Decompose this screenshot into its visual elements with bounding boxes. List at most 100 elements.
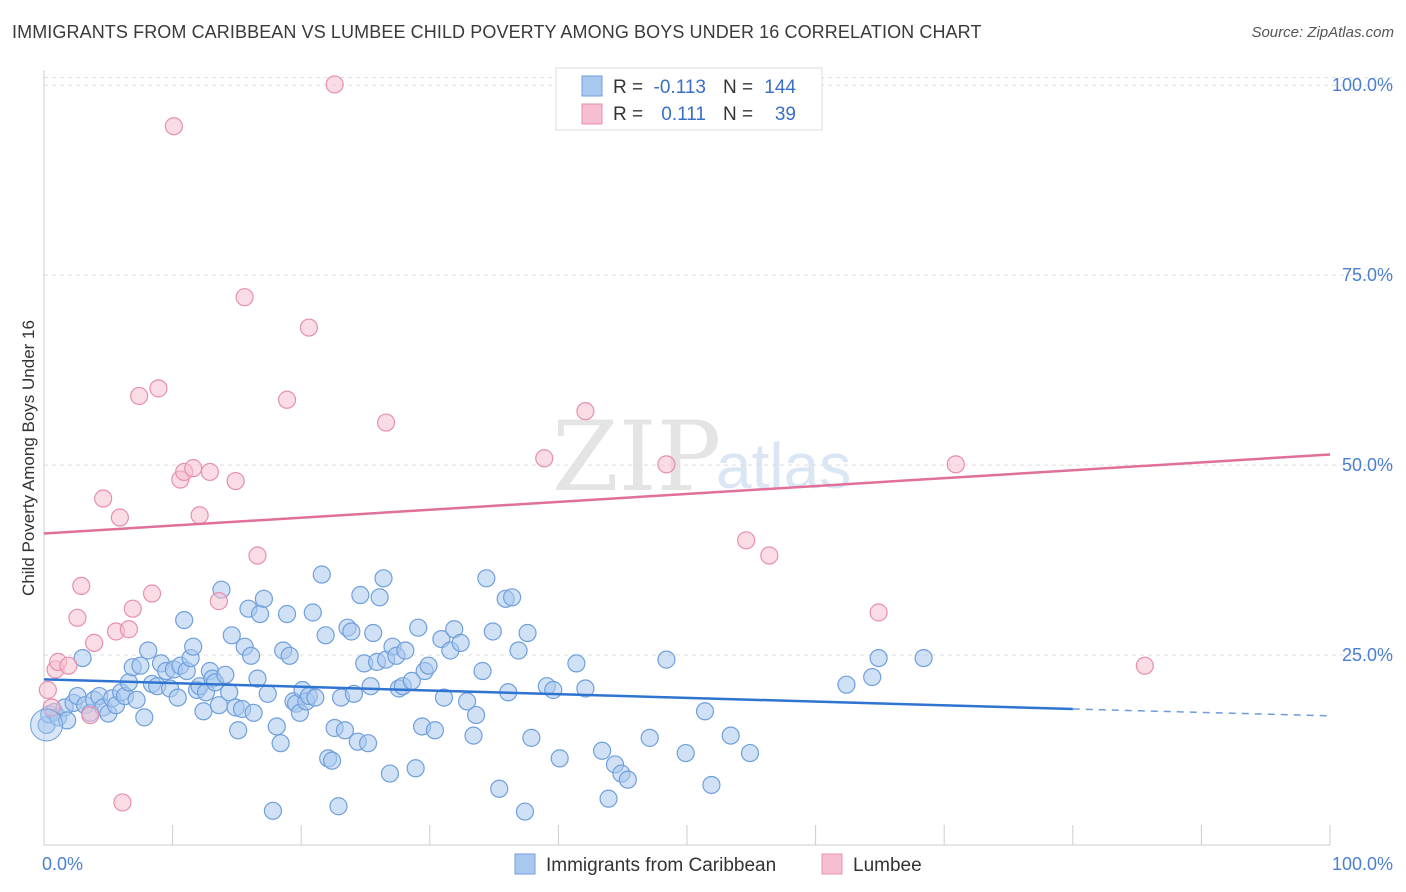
legend-r-label-caribbean: R =: [613, 77, 643, 98]
x-tick-label-max: 100.0%: [1332, 854, 1393, 874]
point-caribbean-72: [303, 603, 322, 622]
point-caribbean-58: [254, 589, 274, 608]
point-lumbee-30: [325, 75, 344, 94]
point-caribbean-107: [425, 721, 445, 740]
point-caribbean-122: [503, 588, 522, 607]
point-lumbee-24: [209, 592, 228, 611]
top-legend: R = -0.113 N = 144 R = 0.111 N = 39: [555, 67, 823, 131]
point-caribbean-140: [702, 775, 721, 795]
point-caribbean-22: [131, 656, 150, 675]
point-caribbean-46: [216, 665, 235, 684]
point-lumbee-6: [72, 576, 91, 596]
point-lumbee-16: [142, 584, 162, 603]
legend-n-value-lumbee: 39: [775, 104, 796, 125]
point-caribbean-125: [518, 623, 537, 643]
point-lumbee-32: [535, 449, 554, 468]
point-caribbean-135: [618, 770, 637, 789]
bottom-legend: Immigrants from Caribbean Lumbee: [514, 853, 922, 876]
point-caribbean-123: [509, 641, 528, 660]
point-caribbean-31: [168, 688, 187, 707]
y-tick-label-75: 75.0%: [1342, 265, 1393, 285]
point-caribbean-118: [483, 622, 502, 641]
point-lumbee-28: [277, 390, 297, 409]
point-caribbean-117: [477, 569, 496, 588]
point-caribbean-39: [194, 702, 213, 721]
point-lumbee-8: [85, 633, 104, 652]
point-caribbean-106: [419, 656, 438, 675]
point-caribbean-59: [258, 684, 277, 703]
point-caribbean-65: [280, 646, 299, 665]
point-caribbean-36: [184, 637, 203, 656]
trend-line-caribbean: [43, 678, 1073, 711]
point-caribbean-86: [351, 585, 370, 605]
point-lumbee-15: [130, 386, 149, 406]
point-lumbee-7: [81, 705, 100, 725]
point-caribbean-23: [135, 708, 154, 727]
trend-layer: [43, 453, 1331, 717]
legend-swatch-lumbee: [581, 103, 603, 125]
y-tick-label-100: 100.0%: [1332, 75, 1393, 95]
point-caribbean-113: [457, 692, 477, 711]
point-caribbean-64: [277, 604, 297, 624]
chart-title: IMMIGRANTS FROM CARIBBEAN VS LUMBEE CHIL…: [12, 22, 982, 42]
point-caribbean-cluster: [30, 708, 64, 742]
point-caribbean-142: [740, 743, 760, 763]
point-caribbean-62: [271, 734, 290, 753]
point-lumbee-35: [737, 531, 756, 550]
point-caribbean-129: [550, 749, 569, 768]
legend-r-value-caribbean: -0.113: [654, 77, 706, 98]
point-caribbean-56: [248, 669, 267, 688]
point-caribbean-8: [73, 648, 92, 668]
point-caribbean-83: [342, 622, 361, 641]
point-caribbean-33: [175, 610, 194, 630]
point-caribbean-95: [380, 764, 400, 783]
point-lumbee-23: [200, 462, 219, 482]
point-lumbee-4: [59, 656, 78, 675]
point-lumbee-17: [149, 379, 168, 398]
point-lumbee-36: [760, 546, 779, 565]
point-caribbean-132: [593, 741, 612, 760]
point-caribbean-61: [267, 717, 286, 736]
point-caribbean-48: [222, 626, 241, 645]
point-lumbee-5: [68, 608, 87, 627]
point-caribbean-50: [229, 721, 248, 740]
point-caribbean-103: [409, 618, 428, 637]
point-caribbean-47: [220, 683, 239, 702]
point-lumbee-27: [248, 546, 267, 565]
point-lumbee-0: [38, 680, 57, 700]
point-caribbean-145: [869, 648, 888, 668]
point-caribbean-137: [657, 650, 676, 669]
point-caribbean-77: [322, 751, 342, 770]
point-lumbee-22: [190, 506, 209, 525]
point-caribbean-79: [329, 797, 348, 816]
point-caribbean-114: [464, 726, 483, 745]
y-tick-label-50: 50.0%: [1342, 455, 1393, 475]
point-caribbean-73: [306, 688, 325, 707]
point-caribbean-102: [406, 759, 425, 778]
point-caribbean-92: [370, 588, 389, 607]
point-caribbean-115: [466, 705, 486, 725]
trend-line-lumbee: [43, 453, 1331, 535]
point-lumbee-11: [110, 508, 129, 527]
grid-layer: [44, 77, 1392, 656]
point-caribbean-60: [263, 801, 283, 820]
point-lumbee-38: [946, 455, 965, 474]
bottom-legend-label-caribbean: Immigrants from Caribbean: [546, 855, 776, 876]
point-caribbean-144: [863, 667, 882, 687]
point-caribbean-126: [522, 728, 541, 747]
point-caribbean-90: [364, 623, 383, 643]
legend-n-label-caribbean: N =: [723, 77, 753, 98]
point-caribbean-130: [567, 654, 586, 673]
point-lumbee-39: [1135, 656, 1154, 675]
point-lumbee-14: [123, 599, 142, 618]
point-caribbean-136: [640, 728, 659, 747]
point-lumbee-9: [94, 489, 113, 508]
point-caribbean-55: [244, 703, 263, 722]
y-tick-labels: 25.0% 50.0% 75.0% 100.0%: [1332, 75, 1393, 665]
point-caribbean-146: [914, 648, 933, 668]
x-ticks: [43, 825, 1331, 845]
trend-line-caribbean-extension: [1072, 708, 1331, 717]
point-lumbee-31: [376, 413, 396, 432]
point-caribbean-57: [250, 604, 270, 624]
